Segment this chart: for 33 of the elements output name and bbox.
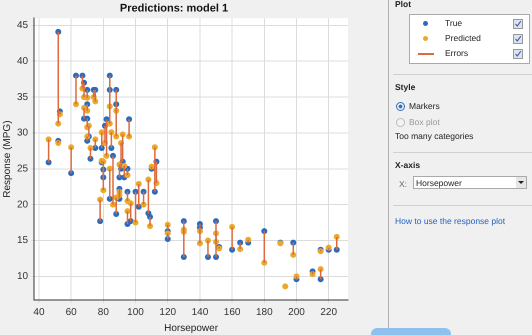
y-tick-label: 15 bbox=[17, 235, 29, 246]
text: Box plot bbox=[409, 117, 440, 127]
legend-label: True bbox=[445, 18, 462, 28]
chart-title: Predictions: model 1 bbox=[120, 2, 228, 15]
text: Errors bbox=[445, 48, 468, 58]
y-tick-label: 40 bbox=[17, 56, 29, 67]
legend-label: Predicted bbox=[445, 33, 481, 43]
text: Markers bbox=[409, 101, 440, 111]
x-tick-label: 220 bbox=[320, 306, 338, 318]
x-tick-label: 200 bbox=[288, 306, 306, 318]
text: X: bbox=[399, 179, 408, 189]
y-tick-label: 35 bbox=[17, 92, 29, 103]
x-tick-label: 60 bbox=[66, 306, 78, 318]
x-tick-label: 100 bbox=[127, 306, 144, 318]
y-tick-label: 30 bbox=[17, 128, 29, 139]
x-tick-label: 80 bbox=[98, 306, 110, 318]
text: How to use the response plot bbox=[395, 216, 506, 226]
y-tick-label: 25 bbox=[17, 164, 29, 175]
text: X-axis bbox=[395, 160, 420, 170]
x-axis-title: Horsepower bbox=[164, 322, 219, 334]
x-tick-label: 120 bbox=[159, 306, 176, 318]
x-tick-label: 40 bbox=[33, 306, 45, 318]
text: Too many categories bbox=[395, 131, 474, 141]
y-axis-title: Response (MPG) bbox=[2, 120, 13, 198]
y-tick-label: 20 bbox=[17, 199, 29, 210]
y-tick-label: 45 bbox=[17, 20, 29, 32]
x-tick-label: 160 bbox=[224, 306, 241, 318]
x-tick-label: 180 bbox=[256, 306, 274, 318]
text: Style bbox=[395, 82, 416, 92]
y-tick-label: 10 bbox=[17, 271, 29, 282]
x-tick-label: 140 bbox=[192, 306, 209, 318]
text: Plot bbox=[395, 0, 412, 9]
text: Horsepower bbox=[413, 176, 527, 189]
